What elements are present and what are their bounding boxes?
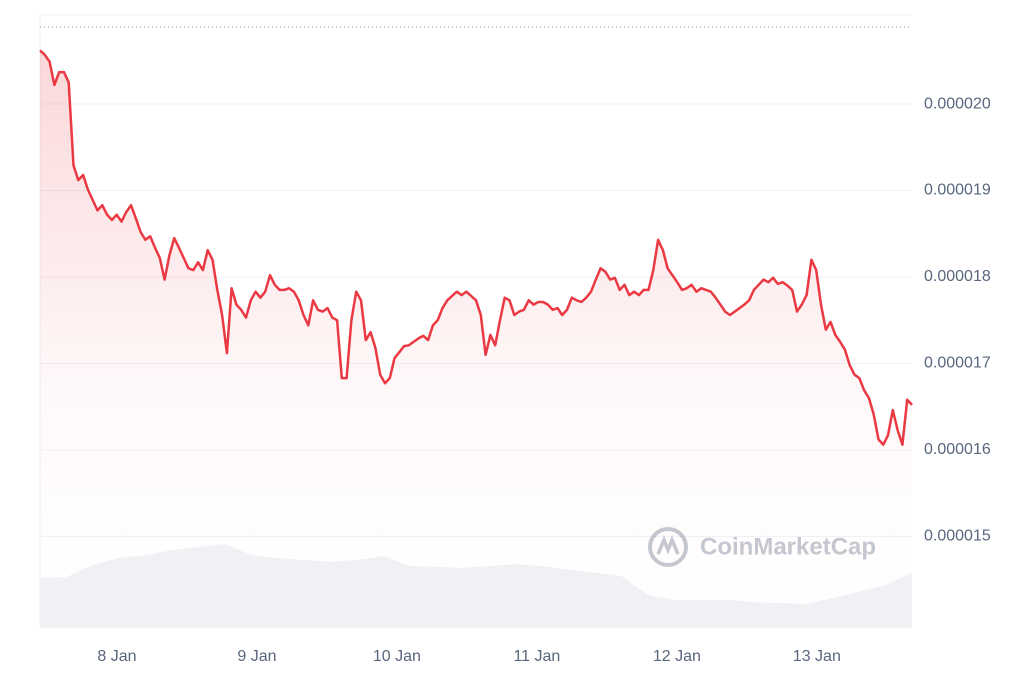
y-tick-label: 0.000018 (924, 268, 991, 285)
watermark: CoinMarketCap (648, 527, 876, 567)
x-tick-label: 13 Jan (793, 648, 841, 665)
price-line (39, 49, 913, 446)
x-tick-label: 11 Jan (513, 648, 560, 665)
y-tick-label: 0.000020 (924, 95, 991, 112)
x-tick-label: 9 Jan (237, 648, 276, 665)
x-tick-label: 8 Jan (97, 648, 136, 665)
x-tick-label: 10 Jan (373, 648, 421, 665)
y-tick-label: 0.000017 (924, 355, 991, 372)
price-area (40, 50, 912, 628)
volume-area (40, 544, 912, 628)
x-tick-label: 12 Jan (653, 648, 701, 665)
watermark-text: CoinMarketCap (700, 533, 876, 560)
y-tick-label: 0.000015 (924, 528, 991, 545)
y-tick-label: 0.000019 (924, 182, 991, 199)
y-tick-label: 0.000016 (924, 441, 991, 458)
